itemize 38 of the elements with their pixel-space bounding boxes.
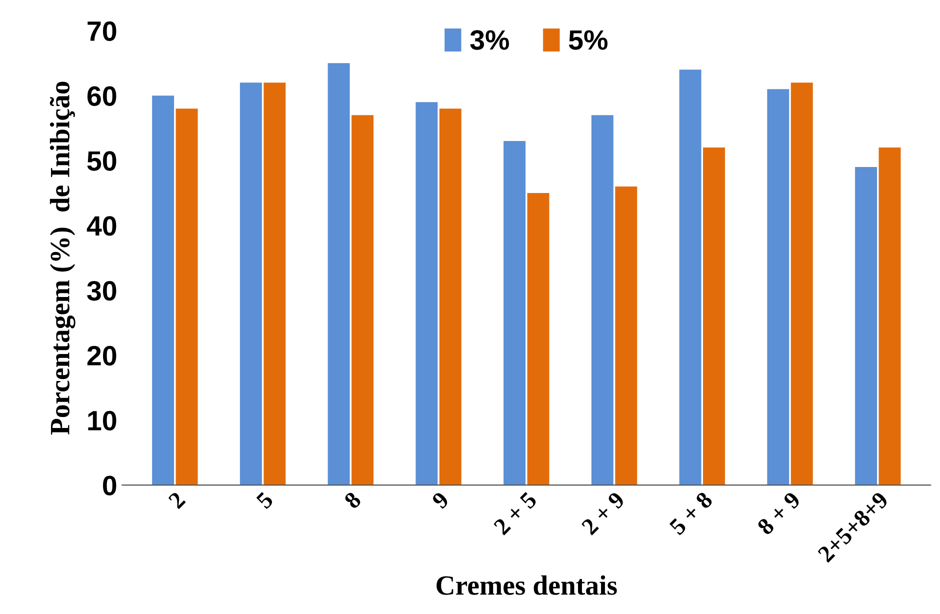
y-tick-label: 70 [88,21,116,42]
bar [240,82,262,486]
bar [527,192,550,486]
y-axis-title: Porcentagem (%) de Inibição [50,82,76,435]
y-tick-label: 10 [88,410,116,430]
x-tick-label: 8 + 9 [756,491,802,536]
x-tick-label: 9 [431,491,450,510]
x-tick-label: 5 [256,491,274,510]
bar [615,186,638,486]
bar [855,167,877,486]
bar [703,148,725,486]
bar [176,108,198,486]
bar [767,89,790,486]
bar [152,96,174,486]
x-tick-label: 2 + 5 [493,491,538,536]
legend-label: 5% [568,30,608,50]
x-axis-title: Cremes dentais [436,575,617,595]
x-tick-label: 5 + 8 [668,490,714,536]
y-tick-label: 20 [87,346,116,366]
y-tick-label: 0 [102,476,116,496]
bar [352,115,374,486]
bar [679,70,702,486]
y-tick-label: 40 [86,216,116,236]
bar [790,82,813,486]
bar [416,102,438,486]
legend-label: 3% [470,30,509,50]
y-tick-label: 60 [87,86,116,106]
x-tick-label: 8 [343,490,362,510]
x-tick-label: 2 + 9 [580,491,626,536]
x-tick-label: 2 [168,491,186,510]
bar [439,108,462,486]
bar [504,141,526,486]
bar [264,82,286,486]
y-tick-label: 50 [87,151,116,171]
y-tick-label: 30 [87,281,116,301]
bar [328,63,350,486]
bar [591,115,614,486]
bar [878,148,901,486]
